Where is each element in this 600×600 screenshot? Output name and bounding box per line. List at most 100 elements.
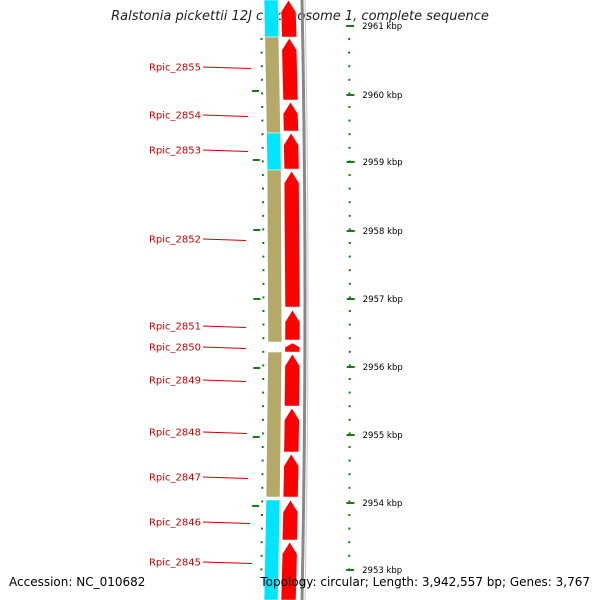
minor-tick-right: [348, 310, 351, 312]
reverse-strand-track: [263, 0, 283, 600]
minor-tick-right: [348, 133, 351, 136]
minor-tick-right: [348, 174, 351, 176]
minor-tick-right: [348, 242, 351, 244]
scale-tick-mark: [346, 94, 355, 96]
minor-tick-left: [262, 364, 265, 367]
minor-tick-left: [260, 568, 263, 571]
minor-tick-right: [348, 187, 351, 190]
scale-tick-mark: [346, 366, 355, 368]
major-tick-left: [252, 436, 260, 438]
forward-cds-feature: [283, 407, 300, 453]
minor-tick-left: [262, 391, 265, 394]
gene-labels: Rpic_2855 Rpic_2854 Rpic_2853 Rpic_2852 Rpic…: [149, 63, 253, 569]
gene-label: Rpic_2853: [149, 146, 201, 157]
minor-tick-right: [348, 405, 351, 408]
minor-tick-right: [348, 214, 351, 217]
gene-label-connector: [202, 149, 249, 152]
forward-strand-track: [280, 0, 301, 600]
minor-tick-right: [348, 500, 351, 503]
rna-feature: [263, 0, 280, 38]
gene-label-connector: [202, 561, 253, 564]
gene-label-connector: [202, 238, 247, 241]
minor-tick-left: [260, 527, 263, 530]
major-tick-left: [253, 298, 261, 300]
gene-label-connector: [202, 66, 252, 69]
backbone: [300, 0, 309, 600]
gene-label: Rpic_2848: [149, 428, 201, 439]
scale-tick-mark: [346, 25, 355, 27]
minor-tick-right: [348, 146, 351, 149]
minor-tick-left: [262, 269, 265, 272]
minor-tick-right: [348, 296, 351, 299]
minor-tick-left: [260, 541, 263, 544]
minor-tick-left: [261, 486, 264, 489]
gene-label-connector: [202, 379, 247, 382]
minor-tick-right: [348, 378, 351, 380]
minor-tick-left: [261, 473, 264, 476]
minor-tick-right: [348, 38, 351, 40]
minor-tick-right: [348, 51, 351, 54]
minor-tick-right: [348, 337, 351, 340]
scale-tick-mark: [346, 569, 355, 571]
minor-tick-left: [261, 187, 264, 190]
major-tick-left: [252, 90, 260, 92]
minor-tick-left: [261, 146, 264, 149]
minor-tick-right: [348, 228, 351, 231]
minor-tick-right: [348, 541, 351, 544]
gene-label: Rpic_2855: [149, 63, 201, 74]
scale-tick-label: 2959 kbp: [363, 158, 403, 168]
reverse-cds-feature: [266, 169, 283, 343]
scale-tick-label: 2958 kbp: [363, 227, 403, 237]
gene-label: Rpic_2851: [149, 322, 201, 333]
minor-tick-left: [262, 310, 265, 312]
major-tick-left: [253, 367, 261, 369]
minor-tick-left: [261, 133, 264, 136]
gene-label-connector: [202, 114, 249, 117]
scale-tick-label: 2957 kbp: [363, 295, 403, 305]
minor-tick-right: [348, 432, 351, 435]
reverse-cds-feature: [264, 36, 281, 134]
minor-tick-left: [262, 296, 265, 299]
rna-feature: [266, 132, 282, 171]
major-tick-left: [252, 159, 260, 161]
scale-tick-mark: [346, 161, 355, 163]
minor-tick-right: [348, 473, 351, 476]
scale-tick-label: 2960 kbp: [362, 91, 402, 101]
minor-tick-right: [348, 78, 351, 81]
gene-label-connector: [202, 346, 247, 349]
minor-tick-right: [348, 459, 351, 462]
minor-tick-left: [261, 160, 264, 163]
minor-tick-right: [348, 418, 351, 421]
minor-tick-left: [262, 405, 265, 408]
minor-tick-right: [348, 391, 351, 394]
minor-ticks: [252, 38, 351, 571]
gene-label-connector: [202, 325, 247, 328]
gene-label: Rpic_2846: [149, 518, 201, 529]
forward-cds-feature: [283, 170, 301, 308]
minor-tick-left: [262, 378, 265, 380]
minor-tick-left: [262, 201, 265, 204]
minor-tick-left: [261, 119, 264, 122]
minor-tick-left: [262, 350, 265, 353]
scale-tick-label: 2954 kbp: [362, 499, 402, 509]
major-tick-left: [252, 505, 260, 507]
minor-tick-left: [261, 92, 264, 95]
scale-tick-label: 2961 kbp: [362, 22, 402, 32]
minor-tick-left: [262, 323, 265, 326]
minor-tick-right: [348, 323, 351, 326]
minor-tick-left: [262, 337, 265, 340]
minor-tick-right: [348, 527, 351, 530]
minor-tick-right: [348, 92, 351, 95]
minor-tick-left: [261, 174, 264, 176]
topology-summary: Topology: circular; Length: 3,942,557 bp…: [260, 575, 590, 589]
minor-tick-left: [261, 106, 264, 108]
minor-tick-right: [348, 486, 351, 489]
minor-tick-left: [260, 51, 263, 54]
major-tick-left: [253, 229, 261, 231]
minor-tick-right: [348, 201, 351, 204]
forward-cds-feature: [280, 0, 298, 38]
minor-tick-right: [348, 106, 351, 108]
forward-cds-feature: [281, 37, 299, 101]
forward-cds-feature: [284, 342, 301, 353]
minor-tick-left: [261, 459, 264, 462]
